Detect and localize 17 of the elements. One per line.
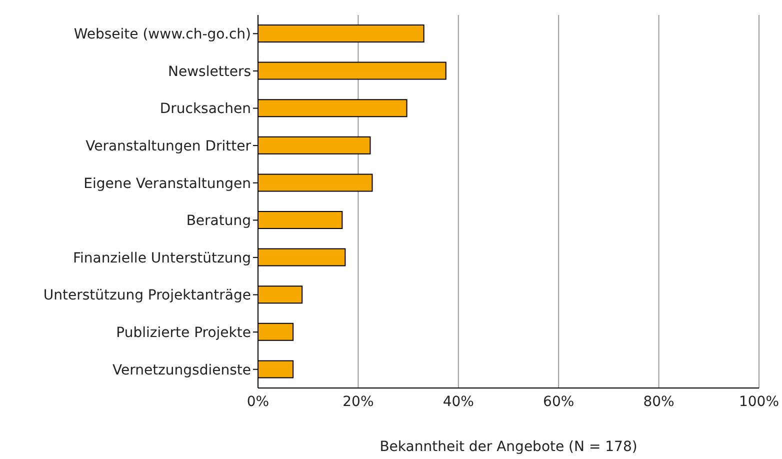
y-tick-label: Finanzielle Unterstützung	[72, 250, 251, 266]
x-tick-label: 20%	[342, 394, 374, 410]
y-tick-label: Unterstützung Projektanträge	[43, 288, 251, 304]
y-tick-label: Webseite (www.ch-go.ch)	[74, 26, 251, 43]
y-tick-label: Drucksachen	[160, 101, 251, 118]
x-tick-label: 100%	[738, 394, 780, 410]
y-tick-label: Newsletters	[168, 64, 251, 80]
x-tick-label: 60%	[543, 394, 574, 410]
y-tick-label: Beratung	[186, 213, 251, 230]
y-tick-label: Eigene Veranstaltungen	[84, 176, 251, 192]
x-tick-label: 40%	[442, 394, 474, 410]
x-tick-label: 80%	[643, 394, 674, 410]
x-tick-label: 0%	[246, 394, 270, 410]
y-tick-label: Vernetzungsdienste	[112, 362, 251, 378]
y-tick-label: Veranstaltungen Dritter	[86, 138, 252, 155]
x-axis-title: Bekanntheit der Angebote (N = 178)	[380, 439, 638, 455]
y-tick-label: Publizierte Projekte	[116, 325, 251, 342]
